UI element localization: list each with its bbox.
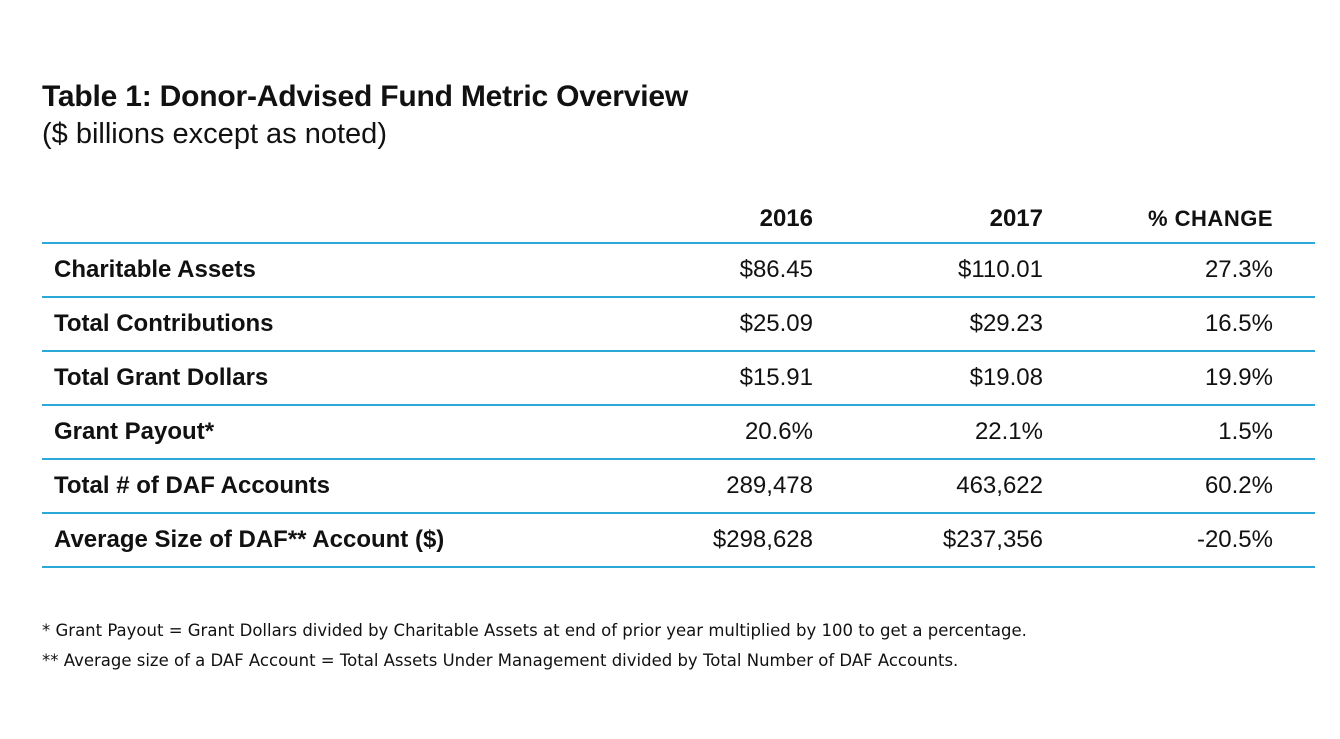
table-row: Total Grant Dollars $15.91 $19.08 19.9% [42, 351, 1315, 406]
cell-2017: $19.08 [813, 351, 1043, 406]
row-label: Average Size of DAF** Account ($) [42, 513, 556, 568]
table-row: Total # of DAF Accounts 289,478 463,622 … [42, 459, 1315, 514]
cell-2016: $298,628 [556, 513, 813, 568]
cell-spacer [1273, 351, 1315, 406]
footnote-average-size: ** Average size of a DAF Account = Total… [42, 651, 959, 670]
table-row: Charitable Assets $86.45 $110.01 27.3% [42, 243, 1315, 298]
table-subtitle: ($ billions except as noted) [42, 118, 387, 150]
header-label [42, 196, 556, 244]
table-title: Table 1: Donor-Advised Fund Metric Overv… [42, 80, 688, 113]
row-label: Total Contributions [42, 297, 556, 352]
cell-2016: 289,478 [556, 459, 813, 514]
footnote-grant-payout: * Grant Payout = Grant Dollars divided b… [42, 621, 1027, 640]
cell-spacer [1273, 459, 1315, 514]
cell-2017: $237,356 [813, 513, 1043, 568]
row-label: Charitable Assets [42, 243, 556, 298]
header-spacer [1273, 196, 1315, 244]
cell-change: 60.2% [1043, 459, 1273, 514]
metrics-table: 2016 2017 % CHANGE Charitable Assets $86… [42, 196, 1315, 568]
cell-spacer [1273, 513, 1315, 568]
row-label: Grant Payout* [42, 405, 556, 460]
header-2017: 2017 [813, 196, 1043, 244]
header-change: % CHANGE [1043, 196, 1273, 244]
cell-change: 1.5% [1043, 405, 1273, 460]
cell-change: -20.5% [1043, 513, 1273, 568]
cell-change: 16.5% [1043, 297, 1273, 352]
cell-2016: $15.91 [556, 351, 813, 406]
footnotes: * Grant Payout = Grant Dollars divided b… [42, 616, 1027, 676]
cell-2016: $86.45 [556, 243, 813, 298]
table-row: Grant Payout* 20.6% 22.1% 1.5% [42, 405, 1315, 460]
header-row: 2016 2017 % CHANGE [42, 196, 1315, 244]
header-2016: 2016 [556, 196, 813, 244]
cell-spacer [1273, 405, 1315, 460]
row-label: Total # of DAF Accounts [42, 459, 556, 514]
cell-2017: 463,622 [813, 459, 1043, 514]
cell-2017: $29.23 [813, 297, 1043, 352]
table-row: Average Size of DAF** Account ($) $298,6… [42, 513, 1315, 568]
cell-2016: $25.09 [556, 297, 813, 352]
cell-2016: 20.6% [556, 405, 813, 460]
row-label: Total Grant Dollars [42, 351, 556, 406]
cell-2017: 22.1% [813, 405, 1043, 460]
cell-change: 27.3% [1043, 243, 1273, 298]
cell-spacer [1273, 297, 1315, 352]
cell-change: 19.9% [1043, 351, 1273, 406]
cell-spacer [1273, 243, 1315, 298]
table-row: Total Contributions $25.09 $29.23 16.5% [42, 297, 1315, 352]
cell-2017: $110.01 [813, 243, 1043, 298]
